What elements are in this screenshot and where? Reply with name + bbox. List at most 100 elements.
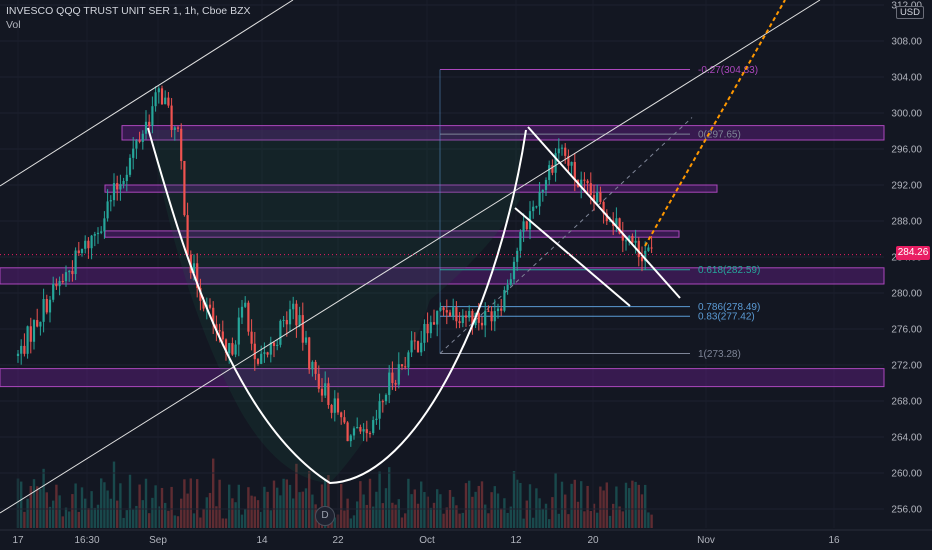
- time-tick-label: 16:30: [74, 535, 99, 546]
- candle-body: [516, 250, 519, 262]
- candle-body: [445, 310, 448, 313]
- candle-body: [640, 257, 644, 262]
- candle-body: [519, 231, 522, 251]
- volume-bar: [455, 505, 458, 528]
- volume-bar: [90, 491, 93, 528]
- volume-bar: [189, 478, 192, 528]
- candle-body: [16, 353, 20, 356]
- volume-bar: [573, 479, 576, 528]
- volume-bar: [58, 495, 61, 528]
- volume-bar: [36, 486, 39, 528]
- cup-curve: [147, 127, 527, 485]
- price-tick-label: 264.00: [891, 433, 922, 444]
- volume-bar: [125, 510, 128, 528]
- dividend-icon[interactable]: D: [315, 506, 335, 526]
- fib-trend-dash: [439, 117, 693, 354]
- volume-bar: [624, 482, 628, 528]
- candle-body: [544, 179, 548, 190]
- candle-body: [164, 97, 167, 105]
- candle-body: [356, 426, 359, 429]
- volume-bar: [394, 504, 397, 528]
- candle-body: [503, 289, 506, 311]
- price-tick-label: 296.00: [891, 145, 922, 156]
- candle-body: [570, 162, 573, 166]
- volume-bar: [640, 494, 644, 528]
- candle-body: [589, 183, 592, 196]
- volume-label: Vol: [6, 19, 21, 31]
- volume-bar: [55, 484, 58, 528]
- time-tick-label: Nov: [697, 535, 715, 546]
- trend-channel-upper: [0, 0, 294, 187]
- candle-body: [29, 326, 32, 342]
- candle-body: [52, 283, 55, 300]
- volume-bar: [132, 509, 135, 528]
- candle-body: [266, 352, 269, 355]
- candle-body: [567, 155, 570, 166]
- volume-bar: [599, 486, 602, 528]
- price-tick-label: 268.00: [891, 397, 922, 408]
- candle-body: [71, 270, 74, 275]
- volume-bar: [356, 501, 359, 528]
- time-tick-label: 22: [332, 535, 344, 546]
- volume-bar: [493, 486, 496, 528]
- volume-bar: [196, 479, 199, 528]
- candle-body: [349, 435, 352, 442]
- candle-body: [596, 192, 599, 203]
- candle-body: [20, 345, 23, 354]
- candle-body: [285, 319, 288, 325]
- candle-body: [359, 426, 362, 432]
- candle-body: [186, 215, 189, 255]
- candle-body: [36, 320, 39, 327]
- volume-bar: [519, 482, 522, 528]
- volume-bar: [605, 482, 608, 528]
- candles: [16, 85, 653, 447]
- candle-body: [506, 284, 509, 290]
- volume-bar: [628, 488, 631, 528]
- volume-bar: [176, 516, 180, 528]
- candle-body: [458, 321, 461, 324]
- legend: INVESCO QQQ TRUST UNIT SER 1, 1h, Cboe B…: [6, 4, 251, 32]
- candle-body: [324, 383, 327, 396]
- volume-bar: [240, 514, 244, 528]
- candle-body: [183, 160, 186, 216]
- time-axis: 17 16:30 Sep 14 22 Oct 12 20 Nov 16: [0, 529, 932, 546]
- candle-body: [442, 307, 445, 311]
- candle-body: [196, 263, 199, 288]
- volume-bar: [266, 491, 269, 528]
- candle-body: [484, 310, 487, 326]
- volume-bar: [170, 486, 173, 528]
- candle-body: [292, 303, 295, 310]
- candle-body: [490, 311, 493, 322]
- candle-body: [471, 311, 474, 326]
- candle-body: [580, 179, 583, 187]
- volume-bar: [122, 517, 125, 528]
- volume-bars: [16, 458, 653, 528]
- candle-body: [493, 311, 496, 322]
- grid: [0, 4, 884, 510]
- candle-body: [192, 263, 196, 273]
- candle-body: [173, 127, 176, 130]
- volume-bar: [292, 498, 295, 528]
- candle-body: [368, 433, 372, 435]
- candle-body: [32, 320, 36, 342]
- volume-bar: [221, 518, 224, 528]
- volume-bar: [269, 510, 272, 528]
- price-tick-label: 280.00: [891, 289, 922, 300]
- candle-body: [250, 331, 253, 344]
- currency-badge[interactable]: USD: [895, 6, 924, 19]
- volume-bar: [420, 481, 423, 528]
- volume-bar: [528, 484, 532, 528]
- candle-body: [167, 97, 170, 106]
- volume-bar: [618, 506, 621, 528]
- volume-bar: [522, 518, 525, 528]
- candle-body: [45, 298, 48, 313]
- volume-bar: [423, 492, 426, 528]
- candle-body: [103, 218, 106, 232]
- candle-body: [487, 310, 490, 312]
- candle-body: [122, 181, 125, 185]
- candle-body: [288, 309, 292, 325]
- candle-body: [436, 310, 439, 325]
- candle-body: [106, 201, 109, 219]
